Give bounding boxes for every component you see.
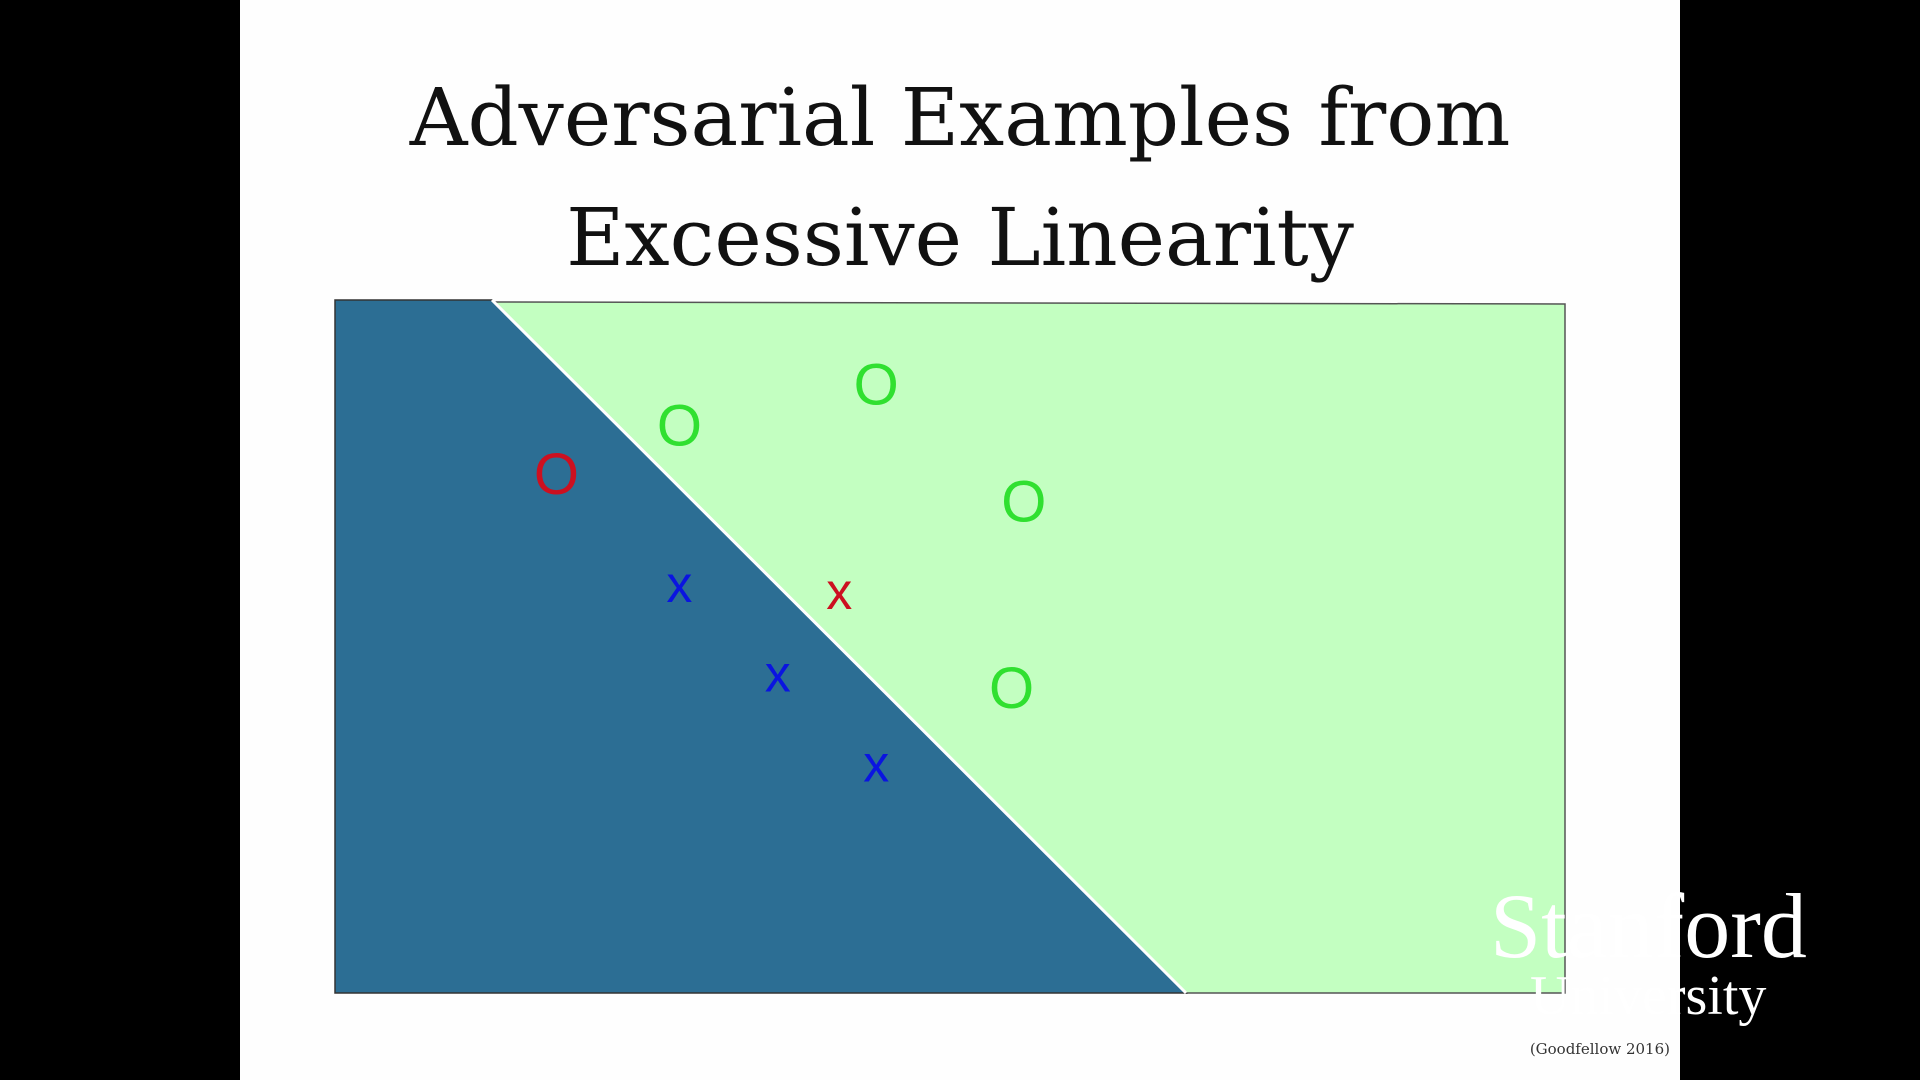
- logo-line-2: University: [1530, 965, 1767, 1027]
- title-line-2: Excessive Linearity: [566, 191, 1354, 284]
- marker-x-red: x: [826, 563, 852, 621]
- slide-title: Adversarial Examples from Excessive Line…: [240, 58, 1680, 298]
- marker-o-green-2: O: [854, 352, 899, 417]
- decision-boundary-line: [490, 298, 1188, 995]
- marker-x-blue-3: x: [863, 735, 889, 793]
- logo-line-1: Stanford: [1490, 875, 1807, 977]
- marker-x-blue-1: x: [666, 556, 692, 614]
- marker-o-green-4: O: [989, 656, 1034, 721]
- stanford-logo: Stanford University: [1490, 880, 1807, 1024]
- title-line-1: Adversarial Examples from: [409, 71, 1511, 164]
- marker-x-blue-2: x: [765, 646, 791, 704]
- marker-o-green-1: O: [657, 394, 702, 459]
- marker-o-red: O: [534, 442, 579, 507]
- marker-o-green-3: O: [1001, 470, 1046, 535]
- citation: (Goodfellow 2016): [1529, 1040, 1670, 1058]
